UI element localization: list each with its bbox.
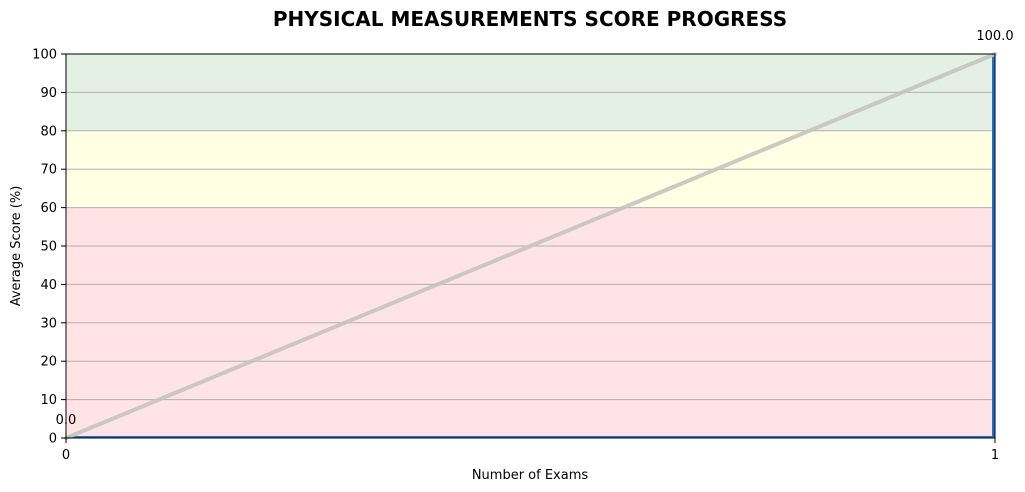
y-tick-label-7: 70 (40, 163, 57, 178)
y-tick-label-8: 80 (40, 124, 57, 139)
gridlines (66, 53, 995, 439)
y-tick-label-2: 20 (40, 355, 57, 370)
y-tick-label-5: 50 (40, 240, 57, 255)
y-tick-label-10: 100 (32, 48, 57, 63)
y-tick-label-4: 40 (40, 278, 57, 293)
highlight-bar-1 (992, 54, 995, 438)
axis-ticks: 0 10 20 30 40 50 60 70 80 90 100 0 1 (32, 48, 999, 464)
data-label-0-1: 100.0 (976, 29, 1013, 44)
data-labels: 0.0 100.0 (56, 29, 1014, 428)
y-axis-label: Average Score (%) (9, 186, 24, 307)
x-tick-label-1: 1 (991, 448, 999, 463)
y-tick-label-9: 90 (40, 86, 57, 101)
y-tick-label-6: 60 (40, 201, 57, 216)
x-axis-label: Number of Exams (472, 468, 589, 483)
y-tick-label-0: 0 (49, 432, 57, 447)
y-tick-label-1: 10 (40, 393, 57, 408)
x-tick-label-0: 0 (62, 448, 70, 463)
chart-title: PHYSICAL MEASUREMENTS SCORE PROGRESS (273, 7, 787, 31)
chart-marks (64, 52, 997, 440)
data-label-0-0: 0.0 (56, 413, 77, 428)
y-tick-label-3: 30 (40, 316, 57, 331)
series-line-0 (64, 52, 997, 440)
